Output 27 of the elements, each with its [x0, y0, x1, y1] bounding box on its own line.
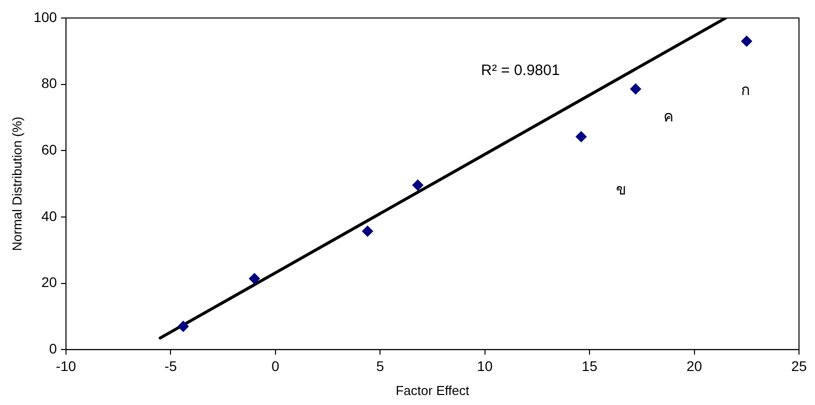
annotation: ข [616, 182, 626, 199]
y-tick-label: 0 [49, 340, 58, 356]
x-tick-label: 0 [272, 358, 280, 374]
x-tick-label: 10 [477, 358, 493, 374]
y-axis-title: Normal Distribution (%) [9, 116, 24, 251]
y-tick-label: 100 [34, 8, 58, 25]
point [630, 83, 642, 94]
y-tick-label: 40 [41, 208, 58, 224]
x-tick-label: -5 [164, 358, 178, 374]
x-tick-label: 15 [582, 358, 598, 374]
point [576, 131, 587, 142]
annotation: ค [664, 108, 674, 126]
y-tick-label: 80 [41, 75, 58, 92]
point [362, 226, 374, 237]
annotation: ก [740, 82, 750, 100]
annotation: R² = 0.9801 [481, 62, 560, 80]
point [248, 273, 260, 284]
y-tick-label: 20 [41, 274, 58, 290]
point [178, 320, 189, 332]
point [412, 180, 424, 191]
y-tick-label: 60 [41, 142, 58, 158]
x-tick-label: -10 [56, 358, 76, 374]
x-tick-label: 5 [376, 358, 384, 374]
point [741, 36, 752, 47]
x-tick-label: 25 [791, 358, 807, 374]
x-axis-title: Factor Effect [396, 382, 470, 398]
x-tick-label: 20 [686, 358, 702, 374]
